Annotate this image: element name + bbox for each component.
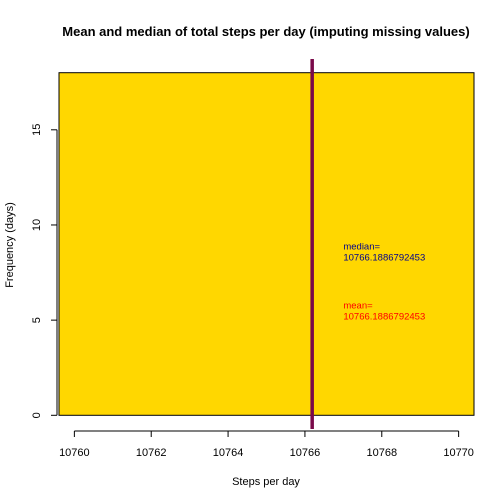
x-tick-label: 10760 [59, 447, 90, 459]
y-tick-label: 0 [31, 412, 43, 418]
chart-title: Mean and median of total steps per day (… [62, 24, 469, 39]
annotation-0: median= 10766.1886792453 [343, 242, 425, 264]
annotation-line: median= [343, 242, 380, 253]
histogram-bar-0 [58, 72, 475, 416]
annotation-line: 10766.1886792453 [343, 253, 425, 264]
x-tick-label: 10764 [213, 447, 244, 459]
y-axis: 0 5 10 15 [31, 124, 58, 418]
y-tick-label: 5 [31, 317, 43, 323]
x-tick-label: 10762 [136, 447, 167, 459]
y-axis-label: Frequency (days) [4, 202, 16, 288]
x-tick-label: 10766 [290, 447, 321, 459]
y-tick-label: 15 [31, 124, 43, 136]
annotation-line: 10766.1886792453 [343, 312, 425, 323]
y-tick-label: 10 [31, 219, 43, 231]
annotation-1: mean= 10766.1886792453 [343, 301, 425, 323]
x-axis: 10760 10762 10764 10766 10768 10770 [59, 430, 474, 459]
annotation-line: mean= [343, 301, 373, 312]
x-tick-label: 10770 [443, 447, 474, 459]
x-tick-label: 10768 [366, 447, 397, 459]
x-axis-label: Steps per day [232, 476, 300, 488]
plot-area [58, 59, 475, 429]
